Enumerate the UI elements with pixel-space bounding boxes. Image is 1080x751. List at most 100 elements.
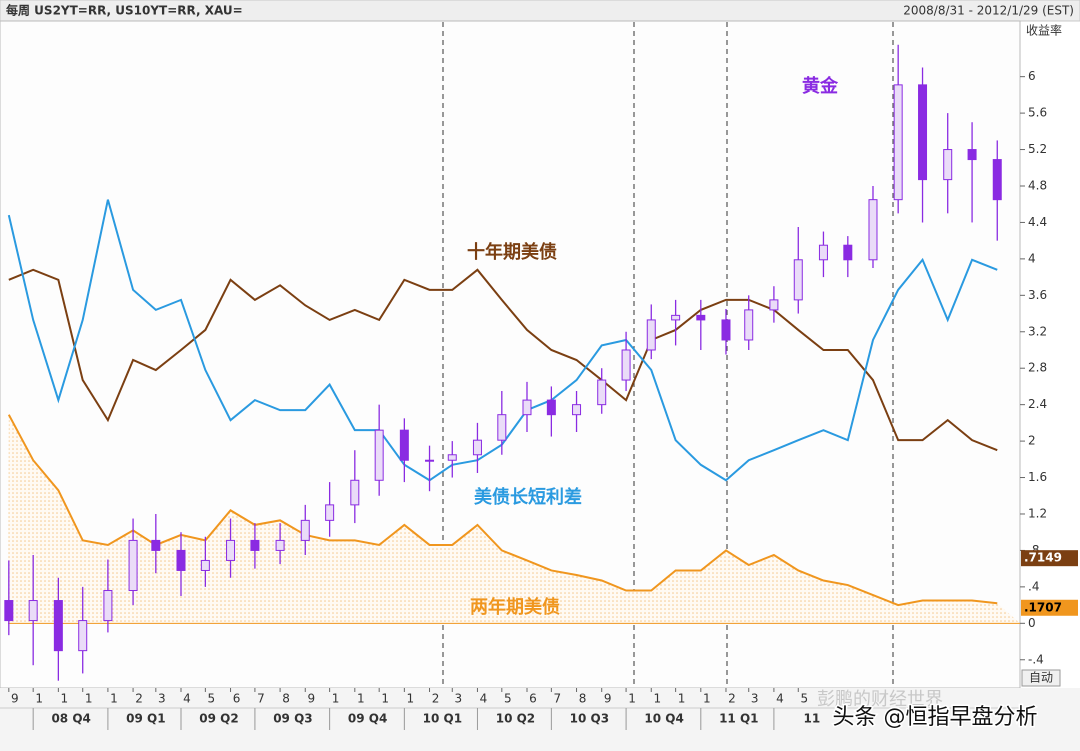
y-tick-label: 1.6: [1028, 470, 1047, 484]
line: [8, 268, 998, 452]
y-tick-label: 2.8: [1028, 361, 1047, 375]
quarter-label: 11: [804, 712, 821, 726]
quarter-label: 10 Q2: [496, 712, 535, 726]
candle-body: [646, 319, 656, 351]
last-value-box: [1021, 550, 1078, 567]
x-tick-label: 4: [776, 692, 784, 706]
x-tick-label: 2: [728, 692, 736, 706]
series-label: 十年期美债: [467, 241, 557, 263]
event-lines: [442, 22, 894, 688]
candle-body: [992, 159, 1002, 201]
quarter-label: 08 Q4: [51, 712, 90, 726]
candle-body: [226, 539, 236, 561]
y-tick-label: 4: [1028, 251, 1036, 265]
quarter-label: 10 Q1: [423, 712, 462, 726]
quarter-label: 09 Q4: [348, 712, 387, 726]
quarter-label: 09 Q2: [199, 712, 238, 726]
marks: [4, 44, 1020, 681]
y-tick-label: 2.4: [1028, 397, 1047, 411]
line: [7, 414, 998, 607]
candle-body: [78, 620, 88, 652]
x-tick-label: 8: [282, 692, 290, 706]
auto-button-label[interactable]: 自动: [1029, 671, 1053, 685]
candle-body: [128, 539, 138, 592]
candle-body: [325, 504, 335, 521]
x-tick-label: 1: [35, 692, 43, 706]
x-tick-label: 7: [257, 692, 265, 706]
candle-body: [572, 404, 582, 416]
series-label: 黄金: [802, 75, 839, 97]
x-tick-label: 2: [135, 692, 143, 706]
watermark-faint: 彭鹏的财经世界: [817, 689, 943, 710]
last-value-label: .1707: [1024, 600, 1062, 614]
x-tick-label: 5: [800, 692, 808, 706]
y-tick-label: .8: [1028, 543, 1039, 557]
x-tick-label: 3: [454, 692, 462, 706]
x-tick-label: 8: [579, 692, 587, 706]
x-tick-label: 1: [332, 692, 340, 706]
x-tick-label: 5: [504, 692, 512, 706]
last-value-label: .7149: [1024, 551, 1062, 565]
x-tick-label: 9: [307, 692, 315, 706]
x-tick-label: 9: [11, 692, 19, 706]
candle-body: [793, 259, 803, 301]
watermark: 头条 @恒指早盘分析: [833, 705, 1038, 730]
x-tick-label: 1: [407, 692, 415, 706]
header-range: 2008/8/31 - 2012/1/29 (EST): [903, 4, 1074, 18]
candle-body: [769, 299, 779, 311]
x-tick-label: 4: [480, 692, 488, 706]
candle-body: [597, 379, 607, 406]
candle-body: [943, 149, 953, 181]
candle-body: [621, 349, 631, 381]
candle-body: [53, 600, 63, 652]
candle-body: [522, 399, 532, 416]
candle-body: [374, 429, 384, 481]
candle-body: [893, 84, 903, 201]
x-tick-label: 1: [653, 692, 661, 706]
y-tick-label: 5.2: [1028, 142, 1047, 156]
x-tick-label: 1: [357, 692, 365, 706]
last-value-box: [1021, 599, 1078, 616]
y-tick-label: 3.2: [1028, 324, 1047, 338]
candle-body: [918, 84, 928, 181]
x-tick-label: 1: [381, 692, 389, 706]
candle-body: [744, 309, 754, 341]
candle-body: [843, 244, 853, 261]
candle-body: [868, 199, 878, 261]
y-tick-label: 2: [1028, 434, 1036, 448]
quarter-label: 10 Q4: [644, 712, 683, 726]
x-tick-label: 5: [208, 692, 216, 706]
x-tick-label: 6: [233, 692, 241, 706]
candle-body: [200, 559, 210, 571]
y-tick-label: .4: [1028, 579, 1039, 593]
x-tick-label: 3: [158, 692, 166, 706]
quarter-label: 10 Q3: [570, 712, 609, 726]
candle-body: [399, 429, 409, 461]
candle-body: [151, 539, 161, 551]
auto-button[interactable]: [1021, 669, 1061, 687]
quarter-label: 09 Q3: [273, 712, 312, 726]
y-tick-label: 0: [1028, 616, 1036, 630]
x-tick-label: 9: [604, 692, 612, 706]
quarter-label: 09 Q1: [126, 712, 165, 726]
x-tick-label: 7: [554, 692, 562, 706]
x-tick-label: 1: [61, 692, 69, 706]
series-label: 美债长短利差: [474, 486, 582, 508]
x-tick-label: 4: [183, 692, 191, 706]
candle-body: [350, 479, 360, 506]
header-title: 每周 US2YT=RR, US10YT=RR, XAU=: [6, 3, 243, 18]
candle-body: [176, 549, 186, 571]
candle-body: [28, 600, 38, 622]
x-tick-label: 1: [110, 692, 118, 706]
x-tick-label: 1: [703, 692, 711, 706]
x-tick-label: 2: [432, 692, 440, 706]
quarter-label: 11 Q1: [719, 712, 758, 726]
candle-body: [696, 314, 706, 321]
x-tick-label: 1: [678, 692, 686, 706]
candle-body: [546, 399, 556, 416]
candle-body: [818, 244, 828, 261]
y-axis-label: 收益率: [1026, 23, 1062, 38]
y-tick-label: 4.4: [1028, 215, 1047, 229]
series-label: 两年期美债: [470, 596, 560, 618]
